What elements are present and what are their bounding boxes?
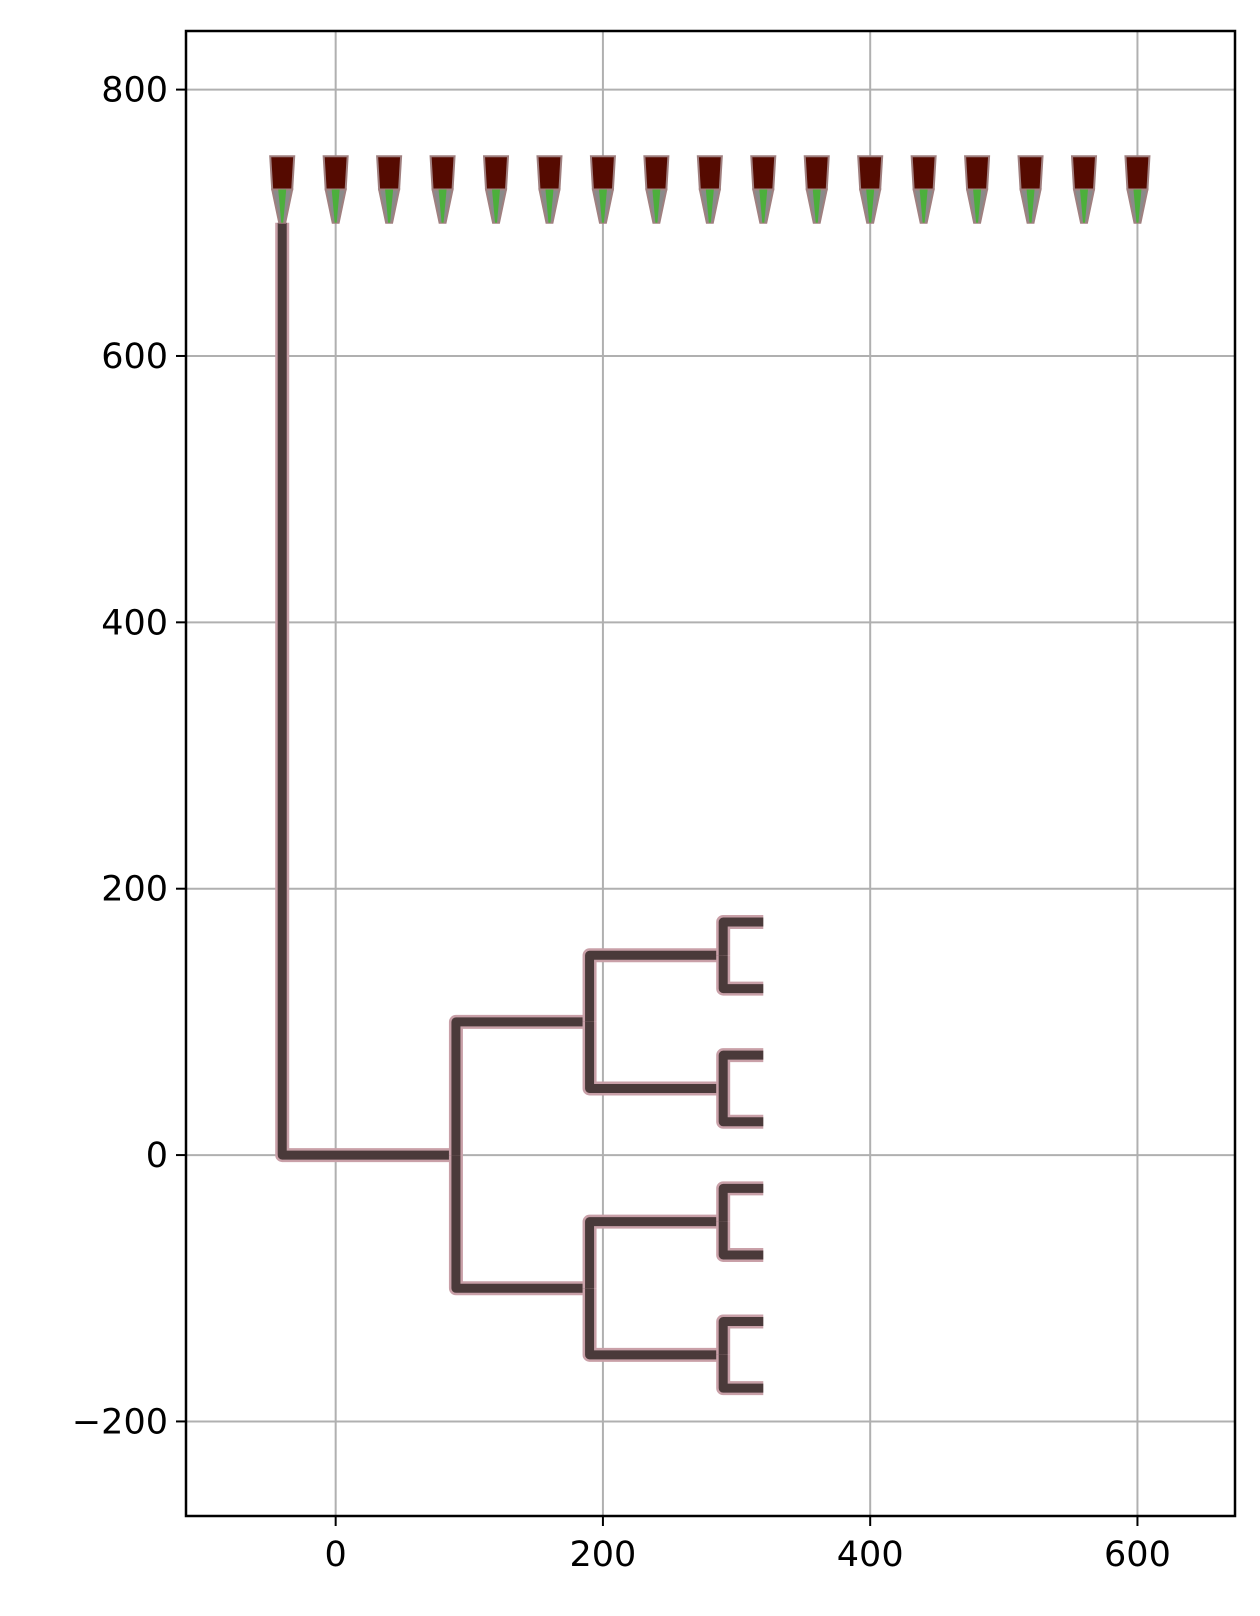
waveguide-cladding: [716, 1088, 764, 1129]
waveguide-cladding: [716, 915, 764, 956]
x-tick-label: 600: [1104, 1535, 1171, 1575]
grating-coupler-pad: [696, 155, 723, 191]
grating-coupler-core: [919, 189, 928, 223]
axes-frame: [184, 29, 1237, 1518]
grating-coupler-pad: [1124, 155, 1151, 191]
y-tick-label: 0: [146, 1136, 168, 1176]
waveguide-cladding: [716, 1221, 764, 1262]
grating-coupler-pad: [964, 155, 991, 191]
waveguide-cladding: [582, 1288, 724, 1362]
waveguide-cladding: [716, 1048, 764, 1089]
grating-coupler-pad: [322, 155, 349, 191]
waveguide: [585, 1217, 724, 1289]
grating-coupler-core: [759, 189, 768, 223]
grating-coupler-pad: [482, 155, 510, 191]
grating-coupler-core: [1133, 189, 1142, 223]
waveguide: [451, 1017, 590, 1156]
x-tick-label: 400: [837, 1535, 904, 1575]
grating-coupler-pad: [429, 155, 456, 191]
waveguide: [585, 950, 724, 1022]
grating-coupler-pad: [1017, 155, 1044, 191]
grating-coupler-core: [331, 189, 340, 223]
grating-coupler-core: [1026, 189, 1035, 223]
waveguide-cladding: [448, 1014, 590, 1156]
waveguide: [718, 1183, 764, 1222]
grating-coupler-pad: [857, 155, 884, 191]
grating-coupler-pad: [589, 155, 616, 191]
waveguide: [718, 917, 764, 956]
grating-coupler-pad: [643, 155, 670, 191]
grating-coupler-core: [598, 189, 607, 223]
waveguide-cladding: [716, 955, 764, 996]
x-tick-label: 0: [325, 1535, 347, 1575]
x-tick-label: 200: [570, 1535, 637, 1575]
waveguide-cladding: [716, 1314, 764, 1355]
waveguide-cladding: [448, 1155, 590, 1296]
waveguide: [718, 1354, 764, 1393]
waveguide: [718, 1221, 764, 1260]
grating-coupler-pad: [1070, 155, 1098, 191]
y-tick-label: 200: [101, 870, 168, 910]
waveguide: [277, 222, 456, 1160]
waveguide: [718, 1050, 764, 1089]
waveguide: [585, 1288, 724, 1360]
waveguide-cladding: [582, 1214, 724, 1289]
waveguide: [451, 1155, 590, 1293]
y-tick-label: 400: [101, 603, 168, 643]
grating-coupler-pad: [536, 155, 563, 191]
waveguide-cladding: [716, 1354, 764, 1396]
waveguide: [718, 1317, 764, 1355]
waveguide: [718, 1088, 764, 1127]
grating-coupler-core: [812, 189, 821, 223]
grating-coupler-core: [973, 189, 982, 223]
waveguide: [718, 955, 764, 994]
waveguide-cladding: [275, 222, 456, 1163]
grating-coupler-core: [866, 189, 875, 223]
grating-coupler-core: [545, 189, 554, 223]
grating-coupler-pad: [750, 155, 777, 191]
grating-coupler-core: [438, 189, 447, 223]
grating-coupler-pad: [269, 155, 296, 191]
grating-coupler-pad: [910, 155, 937, 191]
grating-coupler-pad: [803, 155, 830, 191]
y-tick-label: 600: [101, 337, 168, 377]
grating-coupler-core: [385, 189, 394, 223]
waveguide-cladding: [582, 948, 724, 1022]
grating-coupler-core: [278, 189, 287, 223]
y-tick-label: 800: [101, 71, 168, 111]
grating-coupler-pad: [376, 155, 403, 191]
waveguide: [585, 1021, 724, 1093]
grating-coupler-core: [492, 189, 501, 223]
grating-coupler-core: [652, 189, 661, 223]
waveguide-cladding: [716, 1181, 764, 1222]
grating-coupler-core: [705, 189, 714, 223]
waveguide-cladding: [582, 1021, 724, 1096]
y-tick-label: −200: [72, 1402, 168, 1442]
grating-coupler-core: [1079, 189, 1088, 223]
